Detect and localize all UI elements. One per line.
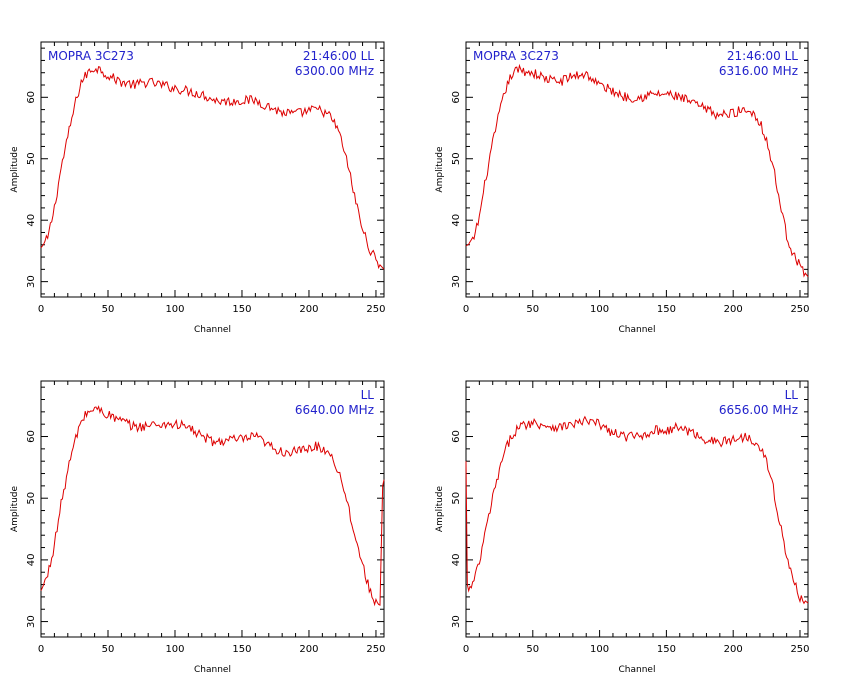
x-tick-label: 250 <box>790 644 809 655</box>
x-tick-label: 150 <box>232 304 251 315</box>
y-tick-label: 30 <box>451 275 462 288</box>
y-axis-title: Amplitude <box>435 485 445 532</box>
x-tick-label: 50 <box>526 304 539 315</box>
y-axis-title: Amplitude <box>435 146 445 193</box>
x-axis-title: Channel <box>619 665 656 675</box>
x-tick-label: 100 <box>165 304 184 315</box>
x-tick-label: 0 <box>463 644 469 655</box>
time-polarization-annotation: 21:46:00 LL <box>303 49 374 63</box>
x-axis-title: Channel <box>619 325 656 335</box>
y-axis-title: Amplitude <box>10 146 20 193</box>
plot-frame <box>40 41 385 298</box>
source-annotation: MOPRA 3C273 <box>473 49 559 63</box>
x-tick-label: 250 <box>366 304 385 315</box>
plot-frame <box>465 380 809 638</box>
spectrum-trace <box>40 405 385 607</box>
frequency-annotation: 6640.00 MHz <box>295 403 374 417</box>
y-tick-label: 50 <box>451 152 462 165</box>
x-tick-label: 150 <box>657 644 676 655</box>
x-tick-label: 100 <box>590 304 609 315</box>
x-tick-label: 250 <box>366 644 385 655</box>
x-tick-label: 50 <box>102 644 115 655</box>
time-polarization-annotation: LL <box>361 388 375 402</box>
plot-frame <box>465 41 809 298</box>
spectrum-panel-3: 0 50 100 150 200 250 30 40 50 60 Channel Amplitude L… <box>10 380 386 675</box>
y-tick-label: 50 <box>451 492 462 505</box>
source-annotation: MOPRA 3C273 <box>48 49 134 63</box>
y-tick-label: 40 <box>451 214 462 227</box>
x-axis-title: Channel <box>194 325 231 335</box>
y-tick-label: 50 <box>26 492 37 505</box>
y-tick-label: 60 <box>26 430 37 443</box>
x-tick-label: 150 <box>657 304 676 315</box>
spectrum-trace <box>465 63 809 278</box>
y-tick-label: 30 <box>26 615 37 628</box>
y-tick-label: 40 <box>451 554 462 567</box>
x-tick-label: 150 <box>232 644 251 655</box>
x-tick-label: 100 <box>590 644 609 655</box>
frequency-annotation: 6316.00 MHz <box>719 64 798 78</box>
y-tick-label: 50 <box>26 152 37 165</box>
spectrum-panel-1: 0 50 100 150 200 250 30 40 50 60 Channel Amplitude M… <box>10 41 386 335</box>
y-tick-label: 40 <box>26 554 37 567</box>
x-tick-label: 50 <box>102 304 115 315</box>
y-tick-label: 30 <box>451 615 462 628</box>
x-tick-label: 50 <box>526 644 539 655</box>
plot-frame <box>40 380 385 638</box>
frequency-annotation: 6656.00 MHz <box>719 403 798 417</box>
x-axis-title: Channel <box>194 665 231 675</box>
spectrum-panel-2: 0 50 100 150 200 250 30 40 50 60 Channel Amplitude M… <box>435 41 810 335</box>
x-tick-label: 200 <box>299 304 318 315</box>
x-tick-label: 200 <box>299 644 318 655</box>
x-tick-label: 200 <box>724 644 743 655</box>
time-polarization-annotation: LL <box>785 388 799 402</box>
frequency-annotation: 6300.00 MHz <box>295 64 374 78</box>
spectrum-trace <box>40 66 385 270</box>
spectrum-trace <box>465 415 809 605</box>
y-tick-label: 40 <box>26 214 37 227</box>
x-tick-label: 100 <box>165 644 184 655</box>
y-tick-label: 30 <box>26 275 37 288</box>
x-tick-label: 250 <box>790 304 809 315</box>
y-tick-label: 60 <box>451 430 462 443</box>
x-tick-label: 0 <box>38 304 44 315</box>
x-tick-label: 200 <box>724 304 743 315</box>
x-tick-label: 0 <box>463 304 469 315</box>
spectrum-panel-4: 0 50 100 150 200 250 30 40 50 60 Channel Amplitude L… <box>435 380 810 675</box>
y-tick-label: 60 <box>26 91 37 104</box>
y-tick-label: 60 <box>451 91 462 104</box>
x-tick-label: 0 <box>38 644 44 655</box>
y-axis-title: Amplitude <box>10 485 20 532</box>
time-polarization-annotation: 21:46:00 LL <box>727 49 798 63</box>
